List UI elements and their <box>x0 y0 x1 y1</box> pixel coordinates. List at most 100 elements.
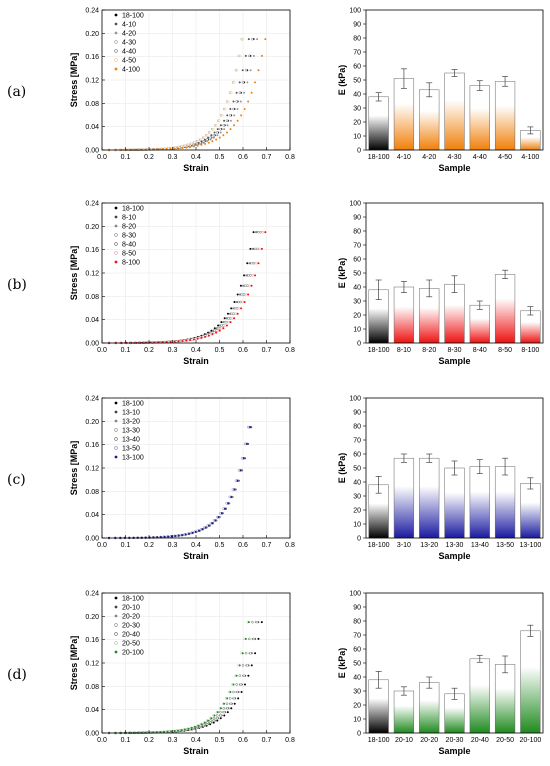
data-point <box>232 100 235 103</box>
data-point <box>240 293 244 296</box>
legend-marker <box>114 242 118 246</box>
y-axis-title: E (kPa) <box>337 65 347 96</box>
y-tick-label: 40 <box>353 675 361 682</box>
data-point <box>238 91 242 94</box>
data-point <box>221 114 224 117</box>
data-point <box>189 146 192 149</box>
data-point <box>212 136 215 139</box>
y-tick-label: 50 <box>353 271 361 278</box>
data-point <box>169 340 172 343</box>
data-point <box>213 327 216 330</box>
data-point <box>233 317 236 320</box>
x-axis-title: Strain <box>183 356 209 366</box>
data-point <box>219 131 222 134</box>
data-point <box>167 535 170 538</box>
data-point <box>227 100 230 103</box>
error-bar <box>527 306 534 316</box>
data-point <box>177 147 180 150</box>
modulus-bar-chart: 18-100 4-10 4-20 4-30 4-40 4-50 4-100 0 10 20 30 40… <box>337 8 544 173</box>
legend-marker <box>114 31 118 35</box>
legend: 18-100 8-10 8-20 8-30 8-40 8-50 8-100 <box>114 206 144 267</box>
data-point <box>217 516 220 519</box>
data-point <box>235 91 238 94</box>
y-tick-label: 0 <box>357 536 361 543</box>
stress-strain-chart: 0.0 0.1 0.2 0.3 0.4 0.5 0.6 0.7 0.8 0.00 0.04 0.08 0… <box>69 8 295 174</box>
data-point <box>218 324 221 327</box>
error-bar <box>451 687 458 700</box>
data-point <box>250 261 253 265</box>
x-axis-title: Strain <box>183 551 209 561</box>
category-label: 13-50 <box>496 542 514 549</box>
y-tick-label: 60 <box>353 257 361 264</box>
bar <box>393 690 415 734</box>
data-point <box>251 37 254 41</box>
y-axis-title: E (kPa) <box>337 648 347 679</box>
legend-entry: 20-50 <box>122 641 140 648</box>
category-label: 20-10 <box>395 737 413 744</box>
data-point <box>232 81 236 84</box>
data-point <box>252 637 256 641</box>
data-point <box>203 138 206 141</box>
data-point <box>173 729 176 732</box>
data-point <box>260 54 263 57</box>
data-point <box>204 526 207 529</box>
x-tick-label: 0.5 <box>215 154 225 161</box>
y-axis-title: Stress [MPa] <box>69 53 79 108</box>
data-point <box>245 274 248 277</box>
data-point <box>229 128 232 131</box>
modulus-bar-chart: 18-100 8-10 8-20 8-30 8-40 8-50 8-100 0 10 20 30 40… <box>337 201 544 366</box>
error-bar <box>400 686 407 696</box>
data-point <box>232 107 235 111</box>
legend-marker <box>114 428 118 432</box>
data-point <box>226 312 229 315</box>
legend-entry: 8-10 <box>122 215 136 222</box>
bar <box>520 483 541 539</box>
data-point <box>199 141 202 144</box>
data-point <box>207 524 210 527</box>
category-label: 4-10 <box>397 154 411 161</box>
legend-marker <box>114 614 118 618</box>
legend-marker <box>114 641 118 645</box>
data-point <box>236 293 239 296</box>
data-point <box>213 714 216 717</box>
legend-entry: 13-20 <box>122 419 140 426</box>
data-point <box>185 146 188 149</box>
y-tick-label: 40 <box>353 480 361 487</box>
y-tick-label: 0.20 <box>85 614 99 621</box>
data-point <box>224 107 227 111</box>
bar <box>419 682 440 734</box>
data-point <box>225 131 228 134</box>
data-point <box>239 300 242 304</box>
category-label: 20-20 <box>420 737 438 744</box>
data-point <box>204 335 207 338</box>
data-point <box>215 138 218 141</box>
legend-entry: 18-100 <box>122 401 144 408</box>
data-point <box>163 535 166 538</box>
data-point <box>236 479 239 482</box>
error-bar <box>426 676 433 689</box>
data-point <box>247 100 250 103</box>
data-point <box>185 339 188 342</box>
data-point <box>222 321 225 324</box>
legend-marker <box>114 596 118 600</box>
data-point <box>173 147 176 150</box>
x-tick-label: 0.4 <box>191 737 201 744</box>
data-point <box>242 674 246 677</box>
category-label: 4-20 <box>422 154 436 161</box>
panel-label: (a) <box>7 84 26 100</box>
data-point <box>241 652 244 655</box>
data-point <box>204 142 207 145</box>
data-point <box>257 230 260 234</box>
data-point <box>209 138 212 141</box>
legend-entry: 18-100 <box>122 13 144 20</box>
data-point <box>254 652 257 655</box>
y-tick-label: 80 <box>353 619 361 626</box>
category-label: 13-100 <box>519 542 541 549</box>
data-point <box>254 81 257 84</box>
data-point <box>173 340 176 343</box>
data-point <box>259 230 262 234</box>
x-tick-label: 0.3 <box>168 542 178 549</box>
y-tick-label: 0.16 <box>85 54 99 61</box>
y-tick-label: 80 <box>353 229 361 236</box>
x-tick-label: 0.5 <box>215 542 225 549</box>
